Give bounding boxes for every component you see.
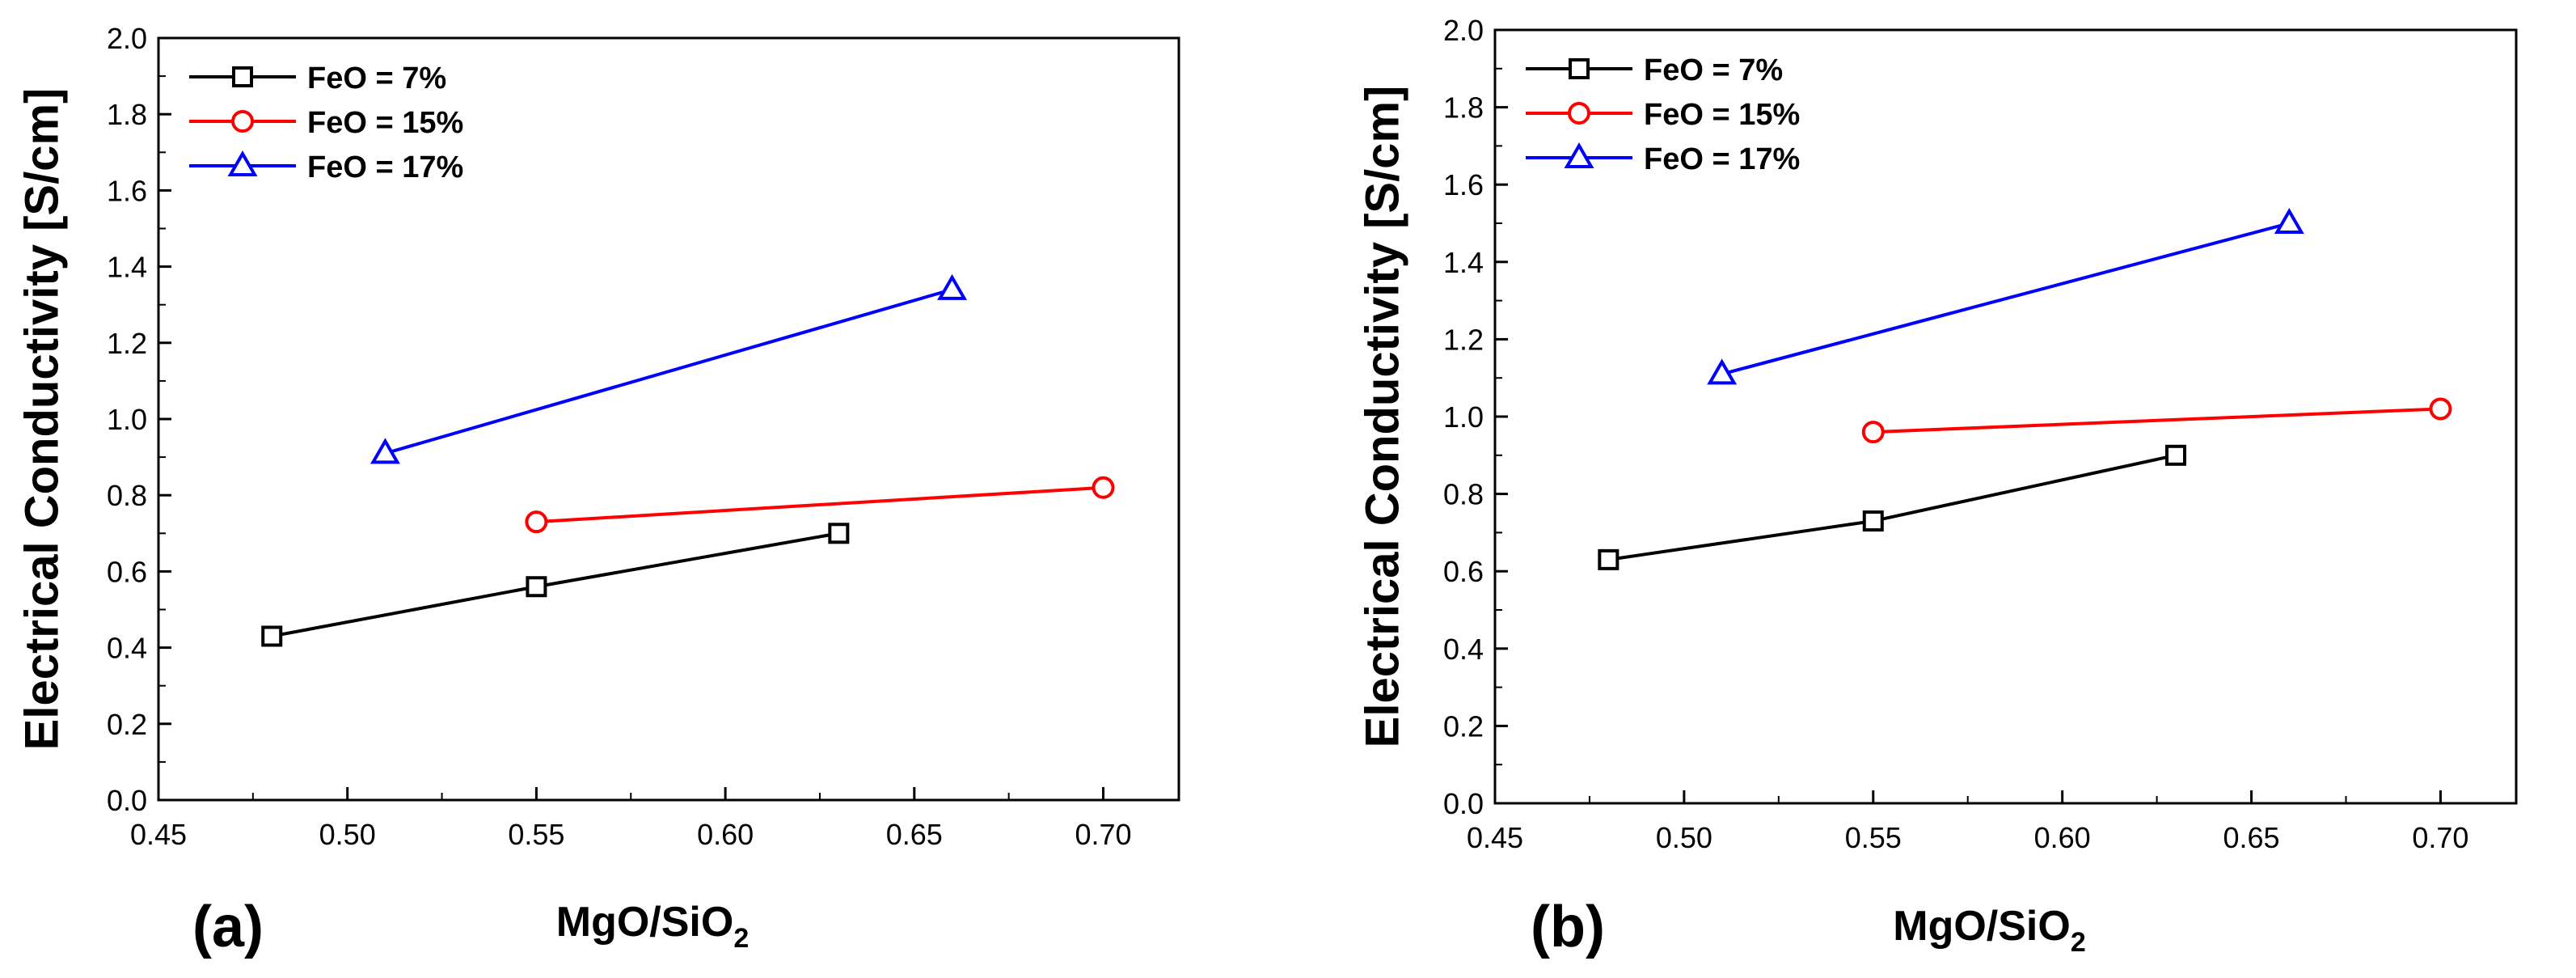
x-tick-label: 0.60 xyxy=(697,818,754,851)
data-point xyxy=(2165,444,2186,466)
y-tick-label: 1.8 xyxy=(107,98,147,131)
series-line xyxy=(271,531,839,638)
y-tick-label: 0.8 xyxy=(1443,478,1484,511)
legend-marker xyxy=(1568,102,1590,125)
x-tick-label: 0.50 xyxy=(1656,821,1712,854)
x-tick-label: 0.55 xyxy=(508,818,564,851)
series-line xyxy=(1721,222,2290,376)
data-point xyxy=(1861,421,1885,444)
x-axis-label: MgO/SiO2 xyxy=(556,899,749,954)
x-tick-label: 0.70 xyxy=(1075,818,1131,851)
data-point xyxy=(1092,476,1115,499)
y-tick-label: 1.8 xyxy=(1443,91,1484,125)
y-tick-label: 0.4 xyxy=(107,632,147,665)
series-line xyxy=(536,485,1104,524)
legend-marker xyxy=(1569,58,1590,79)
panel-label: (b) xyxy=(1531,895,1605,959)
y-tick-label: 1.0 xyxy=(107,403,147,436)
x-tick-label: 0.45 xyxy=(130,818,187,851)
y-tick-label: 0.2 xyxy=(1443,709,1484,743)
data-point xyxy=(828,523,850,544)
legend-marker xyxy=(232,66,253,87)
x-axis-label-subscript: 2 xyxy=(733,923,749,954)
series-circle xyxy=(1861,397,2452,444)
y-tick-label: 1.0 xyxy=(1443,400,1484,434)
x-axis-label: MgO/SiO2 xyxy=(1893,903,2085,958)
legend-label: FeO = 17% xyxy=(1644,142,1800,176)
legend-marker xyxy=(231,110,254,133)
y-tick-label: 0.6 xyxy=(1443,555,1484,588)
y-tick-label: 0.8 xyxy=(107,479,147,512)
data-point xyxy=(525,510,548,534)
x-tick-label: 0.65 xyxy=(2223,821,2280,854)
y-tick-label: 1.4 xyxy=(1443,246,1484,279)
legend-label: FeO = 17% xyxy=(307,150,463,184)
y-tick-label: 0.4 xyxy=(1443,633,1484,666)
data-point xyxy=(2429,397,2452,421)
series-circle xyxy=(525,476,1115,534)
chart-panel-b: 0.0 0.2 0.4 0.6 0.8 1.0 1.2 1.4 1.6 1.8 2.0 0.45 0.5… xyxy=(1357,14,2518,959)
x-tick-label: 0.60 xyxy=(2034,821,2091,854)
y-tick-label: 1.2 xyxy=(1443,323,1484,356)
legend-label: FeO = 15% xyxy=(307,106,463,140)
x-axis-label-main: MgO/SiO xyxy=(556,899,734,946)
x-tick-label: 0.45 xyxy=(1467,821,1523,854)
series-line xyxy=(384,287,953,455)
data-point xyxy=(937,273,968,300)
chart-panel-a: 0.0 0.2 0.4 0.6 0.8 1.0 1.2 1.4 1.6 1.8 2.0 0.45 0.5… xyxy=(16,22,1180,959)
legend-label: FeO = 7% xyxy=(1644,53,1783,87)
data-point xyxy=(2274,207,2304,234)
y-tick-label: 0.0 xyxy=(107,784,147,817)
legend-label: FeO = 7% xyxy=(307,61,446,95)
series-line xyxy=(1608,453,2177,561)
series-triangle xyxy=(1707,207,2304,385)
data-point xyxy=(1598,548,1620,570)
y-tick-label: 1.6 xyxy=(107,174,147,207)
x-axis-label-main: MgO/SiO xyxy=(1893,903,2071,950)
data-point xyxy=(1862,510,1884,532)
x-axis-label-subscript: 2 xyxy=(2071,927,2086,958)
y-tick-label: 1.2 xyxy=(107,327,147,360)
x-tick-label: 0.70 xyxy=(2412,821,2468,854)
legend-marker xyxy=(1564,142,1594,168)
y-tick-label: 0.6 xyxy=(107,555,147,588)
legend-label: FeO = 15% xyxy=(1644,98,1800,132)
y-tick-label: 1.6 xyxy=(1443,168,1484,201)
legend-marker xyxy=(227,150,258,176)
data-point xyxy=(261,625,283,647)
y-axis-label: Electrical Conductivity [S/cm] xyxy=(1357,86,1409,748)
series-square xyxy=(261,523,850,647)
series-square xyxy=(1598,444,2186,570)
y-tick-label: 2.0 xyxy=(1443,14,1484,47)
y-tick-label: 0.2 xyxy=(107,708,147,741)
data-point xyxy=(370,438,400,464)
y-axis-label: Electrical Conductivity [S/cm] xyxy=(16,88,69,751)
data-point xyxy=(1707,358,1738,385)
data-point xyxy=(526,576,547,598)
y-tick-label: 0.0 xyxy=(1443,787,1484,820)
series-triangle xyxy=(370,273,968,464)
y-tick-label: 1.4 xyxy=(107,251,147,284)
x-tick-label: 0.50 xyxy=(319,818,376,851)
x-tick-label: 0.65 xyxy=(886,818,943,851)
x-tick-label: 0.55 xyxy=(1845,821,1902,854)
y-tick-label: 2.0 xyxy=(107,22,147,55)
series-line xyxy=(1873,407,2441,434)
panel-label: (a) xyxy=(192,895,264,959)
